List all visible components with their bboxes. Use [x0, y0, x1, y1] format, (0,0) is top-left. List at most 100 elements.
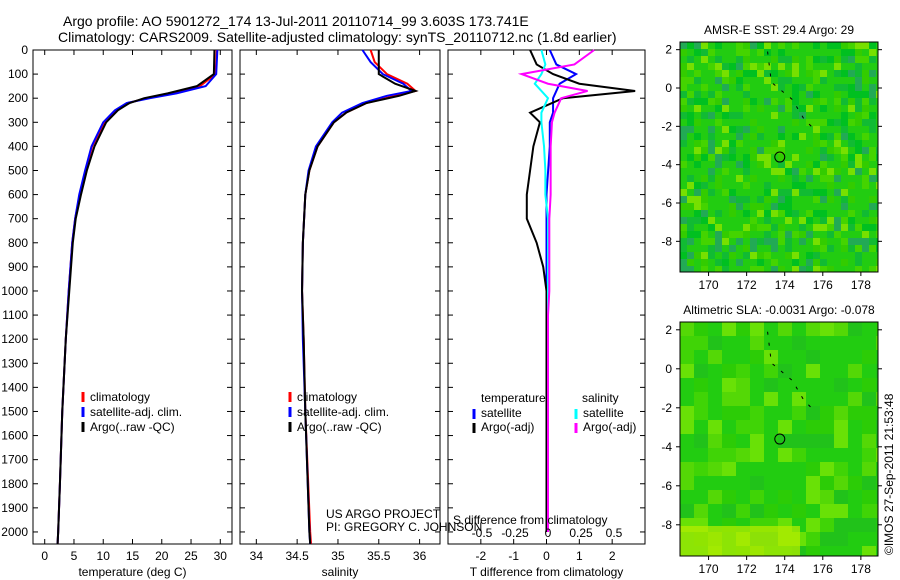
map-x-tick-label: 174: [775, 562, 795, 576]
map-x-tick-label: 170: [699, 278, 719, 292]
map-y-tick-label: 2: [665, 43, 672, 57]
y-tick-label: 1200: [1, 332, 28, 346]
panel-frame-1: [239, 49, 441, 545]
map-x-tick-label: 172: [737, 278, 757, 292]
x-tick-label: 34.5: [285, 549, 309, 563]
s-tick-label: 0.5: [606, 526, 623, 540]
map-y-tick-label: 2: [665, 323, 672, 337]
y-tick-label: 1800: [1, 477, 28, 491]
s-tick-label: 0: [545, 526, 552, 540]
pi-label: PI: GREGORY C. JOHNSON: [326, 520, 483, 534]
s-tick-label: -0.5: [472, 526, 493, 540]
x-tick-label: 36: [413, 549, 427, 563]
series-line-argo-raw-qc-: [301, 50, 419, 545]
x-tick-label: -1: [508, 549, 519, 563]
y-tick-label: 800: [8, 236, 28, 250]
y-tick-label: 1300: [1, 356, 28, 370]
title-line-1: Argo profile: AO 5901272_174 13-Jul-2011…: [63, 13, 529, 29]
map-frame-0: [679, 41, 879, 273]
map-x-tick-label: 178: [851, 562, 871, 576]
y-tick-label: 0: [21, 43, 28, 57]
y-tick-label: 100: [8, 67, 28, 81]
x-tick-label: 35.5: [367, 549, 391, 563]
argo-float-marker: [774, 433, 786, 445]
y-tick-label: 600: [8, 188, 28, 202]
series-line-s-argo-adj-: [517, 49, 595, 532]
map-x-tick-label: 170: [699, 562, 719, 576]
map-title: AMSR-E SST: 29.4 Argo: 29: [704, 23, 854, 37]
x-tick-label: 5: [71, 549, 78, 563]
map-y-tick-label: 0: [665, 81, 672, 95]
x-axis-label: temperature (deg C): [78, 565, 186, 579]
map-pixels: [680, 42, 878, 272]
legend-header-salinity: salinity: [582, 391, 619, 405]
copyright-label: ©IMOS 27-Sep-2011 21:53:48: [882, 393, 896, 555]
map-x-tick-label: 178: [851, 278, 871, 292]
x-tick-label: 15: [126, 549, 140, 563]
legend-label: climatology: [297, 390, 357, 404]
map-y-tick-label: -2: [661, 119, 672, 133]
y-tick-label: 700: [8, 212, 28, 226]
x-axis-label: salinity: [322, 565, 359, 579]
x-tick-label: 30: [214, 549, 228, 563]
map-pixels: [680, 322, 878, 556]
map-frame-1: [679, 321, 879, 557]
y-tick-label: 300: [8, 115, 28, 129]
y-tick-label: 1600: [1, 429, 28, 443]
map-y-tick-label: -8: [661, 234, 672, 248]
map-x-tick-label: 176: [813, 278, 833, 292]
x-tick-label: 20: [155, 549, 169, 563]
map-y-tick-label: -2: [661, 401, 672, 415]
y-tick-label: 1700: [1, 453, 28, 467]
map-y-tick-label: -4: [661, 440, 672, 454]
x-tick-label: 0: [41, 549, 48, 563]
y-tick-label: 200: [8, 91, 28, 105]
panel-frame-0: [32, 49, 233, 545]
map-title: Altimetric SLA: -0.0031 Argo: -0.078: [683, 303, 875, 317]
x-axis-label: T difference from climatology: [470, 565, 624, 579]
title-line-2: Climatology: CARS2009. Satellite-adjuste…: [58, 29, 617, 45]
y-tick-label: 1400: [1, 380, 28, 394]
legend-label: Argo(..raw -QC): [297, 420, 382, 434]
map-y-tick-label: -6: [661, 196, 672, 210]
y-tick-label: 400: [8, 139, 28, 153]
x-tick-label: 35: [331, 549, 345, 563]
legend-label: climatology: [90, 390, 150, 404]
map-x-tick-label: 172: [737, 562, 757, 576]
map-y-tick-label: -6: [661, 479, 672, 493]
map-high-region: [680, 526, 800, 556]
x-tick-label: 25: [184, 549, 198, 563]
series-line-argo-raw-qc-: [56, 49, 216, 545]
s-tick-label: 0.25: [569, 526, 593, 540]
map-y-tick-label: -8: [661, 518, 672, 532]
x-tick-label: 2: [609, 549, 616, 563]
y-tick-label: 1000: [1, 284, 28, 298]
y-tick-label: 1100: [2, 308, 28, 322]
project-label: US ARGO PROJECT: [326, 507, 441, 521]
map-y-tick-label: 0: [665, 362, 672, 376]
y-tick-label: 1900: [1, 501, 28, 515]
x-tick-label: -2: [475, 549, 486, 563]
legend-label: Argo(..raw -QC): [90, 420, 175, 434]
s-axis-label: S difference from climatology: [453, 513, 608, 527]
y-tick-label: 1500: [1, 404, 28, 418]
argo-float-marker: [774, 151, 786, 163]
map-x-tick-label: 176: [813, 562, 833, 576]
legend-label: satellite-adj. clim.: [90, 405, 182, 419]
legend-label: Argo(-adj): [481, 420, 534, 434]
legend-label: satellite-adj. clim.: [297, 405, 389, 419]
x-tick-label: 10: [97, 549, 111, 563]
x-tick-label: 34: [250, 549, 264, 563]
series-line-t-argo-adj-: [525, 49, 636, 532]
legend-label: satellite: [583, 406, 624, 420]
y-tick-label: 500: [8, 163, 28, 177]
map-y-tick-label: -4: [661, 158, 672, 172]
s-tick-label: -0.25: [501, 526, 529, 540]
x-tick-label: 1: [576, 549, 583, 563]
y-tick-label: 900: [8, 260, 28, 274]
x-tick-label: 0: [543, 549, 550, 563]
map-x-tick-label: 174: [775, 278, 795, 292]
y-tick-label: 2000: [1, 525, 28, 539]
